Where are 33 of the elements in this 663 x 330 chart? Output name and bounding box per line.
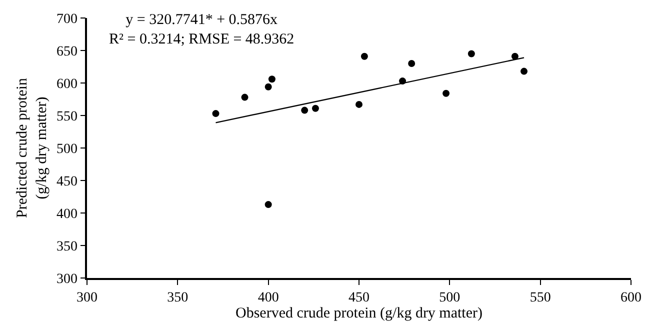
y-tick-label: 400 (56, 206, 78, 222)
y-tick-label: 500 (56, 142, 78, 157)
x-tick-label: 350 (167, 290, 188, 306)
annotation: y = 320.7741* + 0.5876x R² = 0.3214; RMSE = 48.9362 (109, 12, 294, 48)
point (442, 90, 450, 97)
x-tick-label: 500 (439, 290, 460, 306)
y-tick-label: 550 (56, 109, 78, 124)
point (264, 83, 272, 90)
point (511, 52, 518, 60)
y-tick-label: 650 (56, 44, 78, 60)
y-tick-label: 300 (56, 272, 78, 287)
point (301, 106, 308, 114)
x-tick-label: 600 (620, 290, 642, 306)
point (212, 110, 220, 118)
x-tick-label: 400 (258, 290, 279, 306)
y-tick-label: 700 (56, 12, 78, 27)
point (468, 50, 475, 58)
point (356, 100, 362, 108)
x-tick-label: 300 (76, 290, 98, 306)
point (241, 94, 248, 101)
point (268, 76, 276, 83)
y-tick-label: 600 (56, 76, 78, 92)
point (520, 68, 528, 75)
point (360, 52, 368, 60)
x-tick-label: 550 (530, 290, 551, 306)
y-tick-label: 450 (56, 174, 78, 190)
x-tick-label: 450 (348, 290, 370, 306)
point (312, 104, 319, 112)
point (408, 60, 416, 67)
y-tick-label: 350 (56, 239, 78, 254)
x-axis-title: Observed crude protein (g/kg dry matter) (236, 306, 482, 322)
point (264, 201, 272, 208)
y-axis-title: Predicted crude protein (g/kg dry matter) (14, 78, 50, 218)
